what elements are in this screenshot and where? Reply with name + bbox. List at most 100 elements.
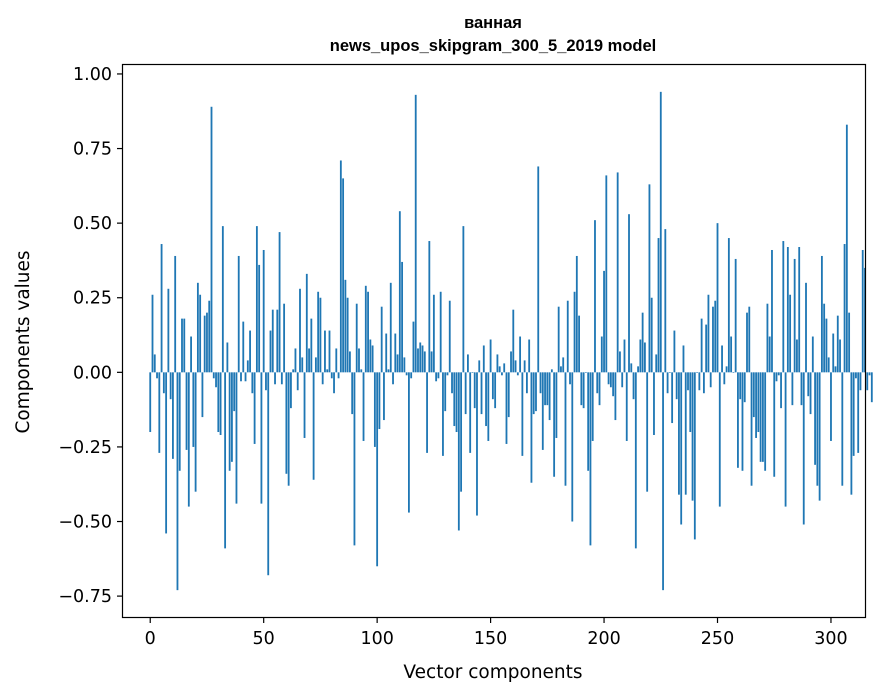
bar [274,372,276,385]
bar [782,241,785,373]
bar [625,372,628,441]
bar [414,94,417,373]
bar [210,106,213,373]
bar [246,360,249,373]
bar [194,372,197,492]
bar [525,372,528,394]
bar [705,324,708,373]
x-axis-ticks: 0 50 100 150 200 250 300 [145,617,848,649]
bar [639,339,642,373]
bar [446,372,449,376]
bar [535,372,537,412]
bar [634,372,637,549]
x-axis-label: Vector components [403,662,582,683]
bar [823,303,826,373]
bar [621,372,624,388]
bar [548,372,551,421]
bar [226,342,229,373]
bar [857,372,860,453]
bar [364,285,367,373]
bar [725,366,728,373]
bar [421,345,424,373]
bar [766,303,769,373]
bar [589,372,592,546]
bar [523,360,526,373]
bar [775,372,778,382]
bar [165,372,168,534]
bar [734,258,737,373]
bar [203,315,206,373]
bar [167,288,170,373]
bar [870,372,873,403]
bar [190,336,192,373]
bar [825,318,828,373]
bar [471,372,474,373]
bar [294,348,297,373]
bar [868,372,871,376]
bar [344,279,347,373]
bar [349,351,351,373]
bar [330,372,333,379]
bar [866,372,869,391]
bar [748,306,751,373]
bar [292,369,295,373]
bar [410,372,413,379]
bar [271,309,274,373]
bar [544,372,546,406]
bar [582,372,585,409]
y-axis-ticks: 1.00 0.75 0.50 0.25 0.00 −0.25 −0.50 −0.75 [58,65,123,607]
bar [546,372,549,406]
bar [326,369,329,373]
bar [643,342,646,373]
bar [712,306,714,373]
bar [512,309,515,373]
bar [580,372,583,406]
bar [557,306,560,373]
bar [339,160,342,373]
bar [768,336,771,373]
bar [537,166,540,373]
bar [737,372,739,468]
bar [176,372,179,591]
y-tick-label: −0.75 [58,587,112,607]
bar [426,372,428,453]
bar [832,333,835,373]
bar [721,345,723,373]
bar [301,357,304,373]
bar [491,372,494,400]
bar [755,372,757,438]
bar [850,372,853,495]
bar [398,211,401,373]
bar [723,372,726,385]
bar [566,300,569,373]
y-tick-label: 0.75 [73,140,112,160]
bar [423,351,426,373]
bar [698,372,701,391]
bar [265,372,267,391]
bar [839,339,841,373]
bar [603,270,605,373]
bar [809,372,812,415]
bar [653,372,655,435]
bar [757,372,760,433]
bar [276,309,279,373]
bar [796,339,798,373]
bar [428,241,431,373]
bar [373,372,376,447]
bar [162,372,165,394]
bar [355,303,358,373]
bar [845,124,848,373]
bar [841,372,844,486]
bar [280,372,283,385]
bar [224,372,227,549]
bar [442,372,444,456]
bar [702,372,705,394]
bar [750,372,753,486]
y-tick-label: 0.50 [73,214,112,234]
bar [700,318,703,373]
bar [746,312,748,373]
bar [283,303,286,373]
bar [752,372,755,418]
bar [687,372,689,391]
